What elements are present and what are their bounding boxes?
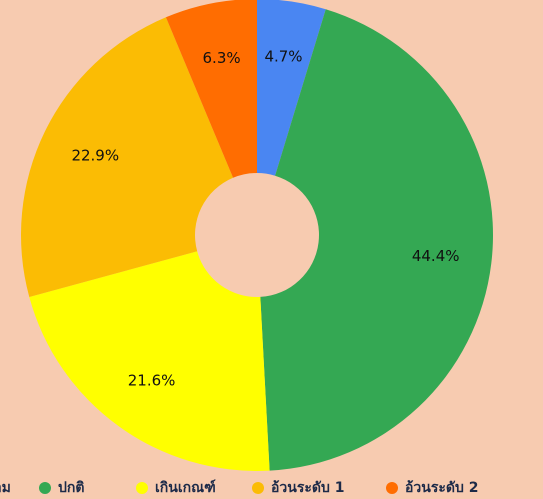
value-label: 21.6% [128,371,176,389]
legend-label: อ้วนระดับ 2 [405,480,478,496]
value-label: 6.3% [203,49,241,67]
value-label: 4.7% [264,47,302,65]
slice [165,0,257,178]
slice [29,251,270,472]
legend-label: ผอม [0,480,11,496]
slice [260,9,493,471]
legend-label: เกินเกณฑ์ [155,479,216,496]
legend-marker [39,482,51,494]
legend-label: ปกติ [58,480,84,496]
legend-label: อ้วนระดับ 1 [271,480,344,496]
value-label: 22.9% [71,146,119,164]
legend-marker [386,482,398,494]
legend-marker [136,482,148,494]
value-label: 44.4% [412,247,460,265]
legend-marker [252,482,264,494]
slice [257,0,326,176]
slice [20,17,234,297]
